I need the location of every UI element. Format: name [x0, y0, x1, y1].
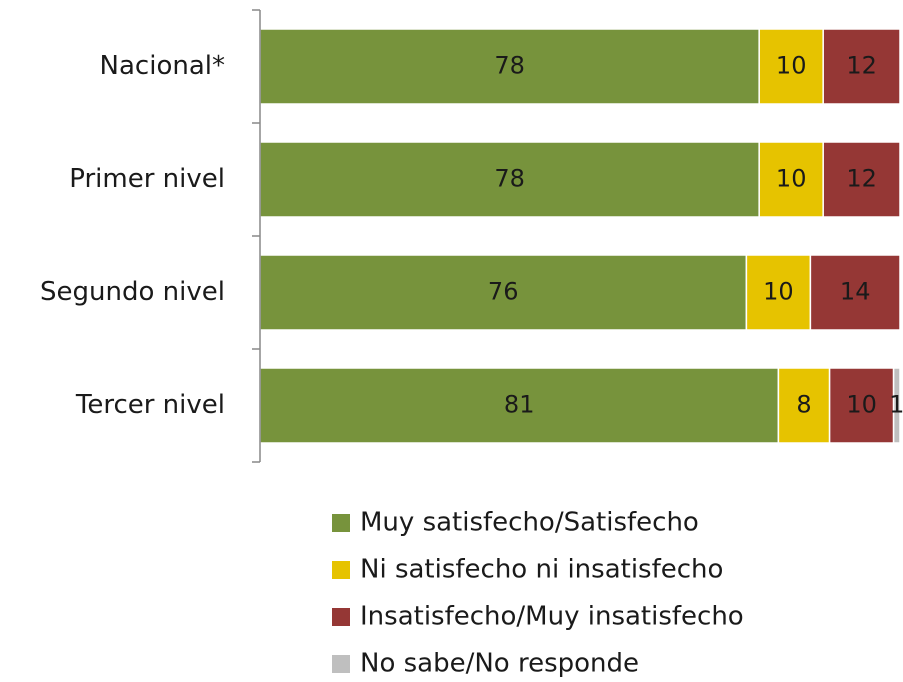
value-label: 10: [776, 52, 807, 80]
legend-swatch: [332, 514, 350, 532]
value-label: 10: [846, 391, 877, 419]
bar-segment: [758, 28, 824, 105]
bar-segment: [892, 367, 901, 444]
legend-swatch: [332, 561, 350, 579]
value-label: 81: [504, 391, 535, 419]
bar-segment: [822, 141, 901, 218]
legend-label: Insatisfecho/Muy insatisfecho: [360, 602, 744, 632]
bar-segment: [259, 28, 760, 105]
legend-label: Muy satisfecho/Satisfecho: [360, 508, 699, 538]
legend-swatch: [332, 655, 350, 673]
value-label: 12: [846, 52, 877, 80]
legend-label: Ni satisfecho ni insatisfecho: [360, 555, 723, 585]
bar-segment: [758, 141, 824, 218]
category-label: Tercer nivel: [75, 390, 225, 420]
value-label: 8: [796, 391, 811, 419]
category-label: Nacional*: [100, 51, 225, 81]
value-label: 1: [889, 391, 903, 419]
legend-label: No sabe/No responde: [360, 649, 639, 679]
category-label: Segundo nivel: [40, 277, 225, 307]
value-label: 78: [494, 52, 525, 80]
bar-segment: [828, 367, 895, 444]
bar-segment: [822, 28, 901, 105]
value-label: 78: [494, 165, 525, 193]
value-label: 10: [763, 278, 794, 306]
value-label: 12: [846, 165, 877, 193]
value-label: 10: [776, 165, 807, 193]
bar-segment: [259, 367, 780, 444]
category-label: Primer nivel: [69, 164, 225, 194]
bar-segment: [745, 254, 812, 331]
value-label: 14: [840, 278, 871, 306]
value-label: 76: [488, 278, 519, 306]
bar-segment: [259, 254, 748, 331]
bar-segment: [259, 141, 760, 218]
legend-swatch: [332, 608, 350, 626]
bar-segment: [809, 254, 901, 331]
